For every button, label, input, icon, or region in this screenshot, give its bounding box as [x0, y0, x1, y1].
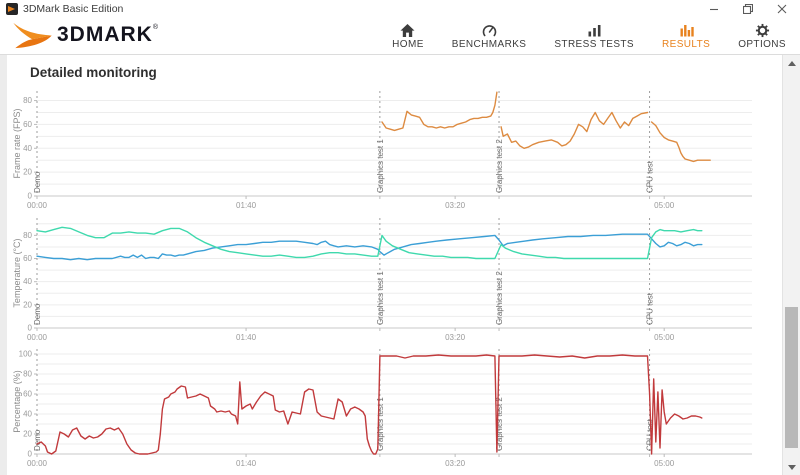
scrollbar-thumb[interactable]	[785, 307, 798, 448]
window-title: 3DMark Basic Edition	[23, 3, 124, 15]
svg-text:Graphics test 2: Graphics test 2	[495, 139, 504, 193]
svg-text:Percentage (%): Percentage (%)	[12, 370, 22, 433]
page-title: Detailed monitoring	[30, 65, 157, 80]
app-header: 3DMARK ® HOME BENCHMARKS	[0, 18, 800, 55]
svg-text:03:20: 03:20	[445, 201, 466, 210]
svg-text:Demo: Demo	[33, 429, 42, 451]
svg-text:0: 0	[28, 450, 33, 459]
svg-text:CPU test: CPU test	[646, 292, 655, 325]
svg-text:01:40: 01:40	[236, 333, 257, 342]
logo-registered-mark: ®	[152, 24, 159, 31]
svg-text:40: 40	[23, 410, 32, 419]
main-nav: HOME BENCHMARKS STRESS TESTS	[392, 23, 786, 50]
svg-text:40: 40	[23, 277, 32, 286]
nav-results-label: RESULTS	[662, 38, 711, 50]
svg-text:CPU test: CPU test	[646, 160, 655, 193]
percentage-chart: 0 20 40 60 80 100 00:00 01:40 03:20 05:00 Demo Grap…	[12, 349, 752, 468]
temperature-chart: 0 20 40 60 80 00:00 01:40 03:20 05:00 Demo Graphic…	[12, 218, 752, 342]
svg-text:Graphics test 1: Graphics test 1	[376, 397, 385, 451]
scrollbar-up-arrow[interactable]	[783, 56, 800, 70]
left-gutter	[0, 55, 7, 475]
nav-stress-tests-label: STRESS TESTS	[554, 38, 634, 50]
svg-text:03:20: 03:20	[445, 333, 466, 342]
monitoring-charts: 0 20 40 60 80 00:00 01:40 03:20 05:00 Demo Graphic…	[12, 85, 782, 471]
svg-text:01:40: 01:40	[236, 459, 257, 468]
svg-text:60: 60	[23, 254, 32, 263]
logo-text: 3DMARK	[57, 23, 153, 46]
svg-text:80: 80	[23, 231, 32, 240]
gear-icon	[755, 23, 769, 37]
svg-text:Frame rate (FPS): Frame rate (FPS)	[12, 108, 22, 178]
svg-text:20: 20	[23, 430, 32, 439]
svg-text:20: 20	[23, 300, 32, 309]
frame-rate-chart: 0 20 40 60 80 00:00 01:40 03:20 05:00 Demo Graphic…	[12, 91, 752, 210]
svg-text:00:00: 00:00	[27, 459, 48, 468]
minimize-icon	[710, 8, 718, 11]
svg-text:05:00: 05:00	[654, 333, 675, 342]
svg-text:Graphics test 1: Graphics test 1	[376, 139, 385, 193]
nav-options[interactable]: OPTIONS	[738, 23, 786, 50]
svg-text:05:00: 05:00	[654, 201, 675, 210]
nav-benchmarks-label: BENCHMARKS	[451, 38, 527, 50]
svg-text:03:20: 03:20	[445, 459, 466, 468]
svg-text:60: 60	[23, 120, 32, 129]
svg-text:CPU test: CPU test	[646, 418, 655, 451]
svg-text:0: 0	[28, 324, 33, 333]
svg-text:Graphics test 2: Graphics test 2	[495, 271, 504, 325]
bar-chart-icon	[588, 24, 601, 36]
svg-text:0: 0	[28, 192, 33, 201]
svg-text:Temperature (°C): Temperature (°C)	[12, 238, 22, 307]
minimize-button[interactable]	[708, 3, 720, 15]
svg-text:80: 80	[23, 370, 32, 379]
3dmark-swoosh-icon	[13, 22, 52, 49]
restore-icon	[743, 4, 753, 14]
nav-home[interactable]: HOME	[392, 23, 424, 50]
svg-text:01:40: 01:40	[236, 201, 257, 210]
gauge-icon	[482, 24, 496, 36]
svg-text:Graphics test 2: Graphics test 2	[495, 397, 504, 451]
3dmark-logo: 3DMARK ®	[12, 22, 158, 50]
app-icon	[6, 3, 18, 15]
vertical-scrollbar[interactable]	[782, 55, 800, 475]
results-panel: Detailed monitoring 0 20 40 60 80 00:00 01:40 0…	[7, 55, 782, 475]
svg-text:00:00: 00:00	[27, 201, 48, 210]
svg-text:05:00: 05:00	[654, 459, 675, 468]
scrollbar-down-arrow[interactable]	[783, 460, 800, 474]
nav-home-label: HOME	[392, 38, 424, 50]
close-button[interactable]	[776, 3, 788, 15]
home-icon	[400, 23, 415, 37]
nav-benchmarks[interactable]: BENCHMARKS	[452, 23, 527, 50]
nav-results[interactable]: RESULTS	[662, 23, 710, 50]
svg-text:Graphics test 1: Graphics test 1	[376, 271, 385, 325]
svg-text:00:00: 00:00	[27, 333, 48, 342]
svg-text:100: 100	[19, 350, 33, 359]
close-icon	[777, 4, 787, 14]
restore-button[interactable]	[742, 3, 754, 15]
svg-text:60: 60	[23, 390, 32, 399]
svg-text:Demo: Demo	[33, 171, 42, 193]
nav-stress-tests[interactable]: STRESS TESTS	[554, 23, 634, 50]
svg-text:20: 20	[23, 168, 32, 177]
svg-text:80: 80	[23, 96, 32, 105]
titlebar: 3DMark Basic Edition	[0, 0, 800, 18]
svg-text:40: 40	[23, 144, 32, 153]
content-area: Detailed monitoring 0 20 40 60 80 00:00 01:40 0…	[0, 55, 800, 475]
results-chart-icon	[680, 24, 694, 36]
nav-options-label: OPTIONS	[738, 38, 786, 50]
svg-text:Demo: Demo	[33, 303, 42, 325]
